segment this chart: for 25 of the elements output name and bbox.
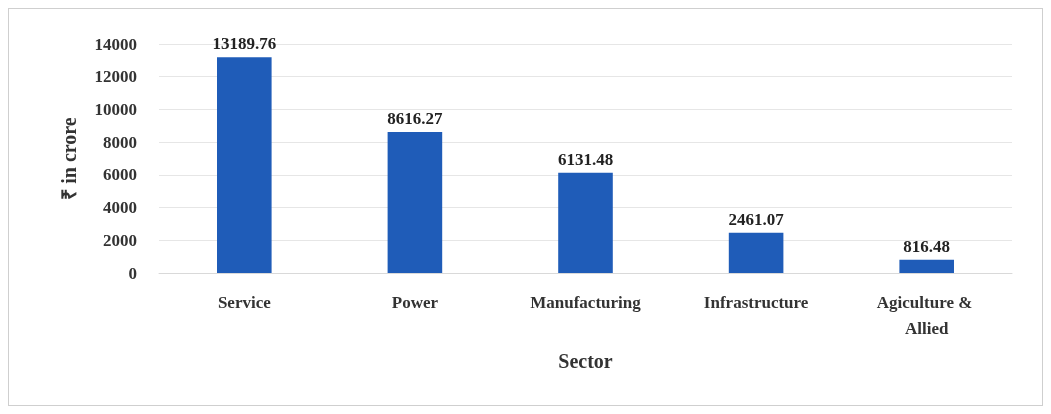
bar bbox=[217, 57, 272, 273]
y-tick-label: 12000 bbox=[94, 67, 137, 87]
bar bbox=[728, 232, 784, 273]
y-tick-label: 6000 bbox=[103, 165, 137, 185]
y-axis-title: ₹ in crore bbox=[58, 117, 80, 200]
x-tick-label: Service bbox=[217, 292, 272, 312]
x-tick-label: Manufacturing bbox=[530, 292, 642, 312]
bar bbox=[899, 259, 954, 273]
x-tick-label: Power bbox=[391, 292, 439, 312]
y-tick-label: 4000 bbox=[103, 198, 137, 218]
bar bbox=[558, 172, 613, 273]
y-tick-label: 0 bbox=[128, 263, 137, 283]
bar bbox=[387, 132, 443, 273]
data-label: 6131.48 bbox=[557, 149, 614, 169]
data-label: 2461.07 bbox=[728, 209, 785, 229]
y-tick-label: 2000 bbox=[103, 230, 137, 250]
x-tick-label: Agiculture & Allied bbox=[876, 292, 977, 338]
x-tick-label: Infrastructure bbox=[703, 292, 809, 312]
data-label: 816.48 bbox=[903, 236, 951, 256]
x-axis-title: Sector bbox=[558, 350, 613, 372]
y-tick-label: 10000 bbox=[94, 99, 137, 119]
data-label: 13189.76 bbox=[212, 34, 277, 54]
data-label: 8616.27 bbox=[387, 109, 444, 129]
y-tick-label: 14000 bbox=[94, 34, 137, 54]
y-tick-label: 8000 bbox=[103, 132, 137, 152]
